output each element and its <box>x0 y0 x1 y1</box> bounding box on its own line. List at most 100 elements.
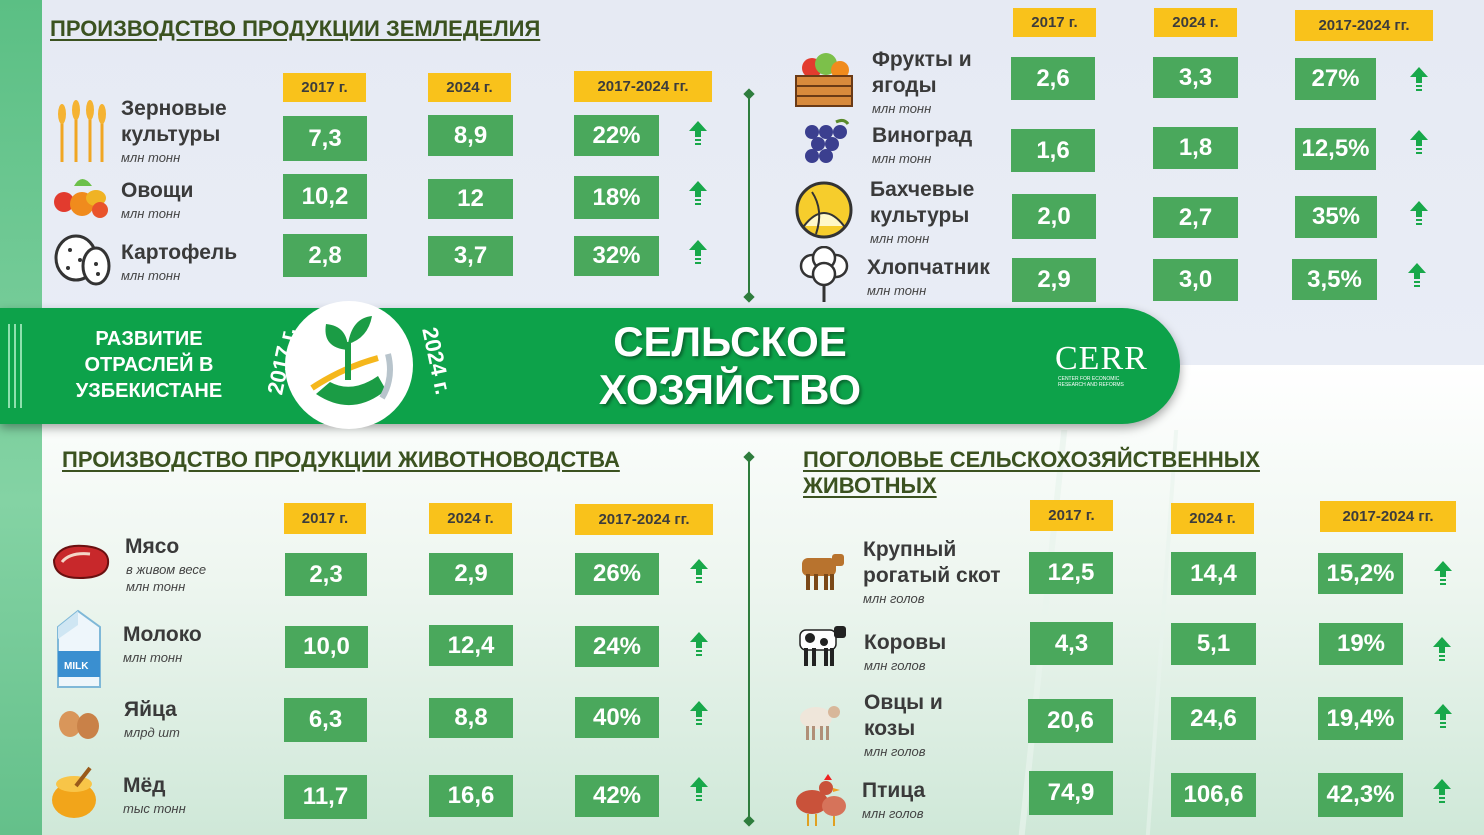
value-change: 12,5% <box>1295 128 1376 170</box>
value-2024: 3,3 <box>1153 57 1238 98</box>
vegetables-icon <box>54 179 108 218</box>
header-2017: 2017 г. <box>283 73 366 102</box>
livestock-heads-title: ПОГОЛОВЬЕ СЕЛЬСКОХОЗЯЙСТВЕННЫХ ЖИВОТНЫХ <box>803 447 1260 498</box>
sprout-hand-icon <box>285 301 413 429</box>
value-2017: 6,3 <box>284 698 367 742</box>
value-2017: 74,9 <box>1029 771 1113 815</box>
value-change: 26% <box>575 553 659 595</box>
value-2017: 2,9 <box>1012 258 1096 302</box>
value-2024: 3,0 <box>1153 259 1238 301</box>
wheat-icon <box>58 100 106 162</box>
up-arrow-icon <box>690 559 708 583</box>
eggs-icon <box>59 711 99 739</box>
value-2024: 14,4 <box>1171 552 1256 595</box>
value-2024: 5,1 <box>1171 623 1256 665</box>
value-2017: 2,3 <box>285 553 367 596</box>
crop-unit-vegetables: млн тонн <box>121 206 181 221</box>
animal-unit-poultry: млн голов <box>862 806 924 821</box>
livestock-products-title: ПРОИЗВОДСТВО ПРОДУКЦИИ ЖИВОТНОВОДСТВА <box>62 447 620 472</box>
milk-carton-icon: MILK <box>57 609 101 688</box>
value-2017: 1,6 <box>1011 129 1095 172</box>
fruit-crate-icon <box>795 53 853 107</box>
header-2024: 2024 г. <box>1171 503 1254 534</box>
crop-name-grain: Зерновые культуры <box>121 97 227 146</box>
chicken-icon <box>796 774 846 826</box>
header-2024: 2024 г. <box>428 73 511 102</box>
crop-unit-melon: млн тонн <box>870 231 930 246</box>
crop-name-cotton: Хлопчатник <box>867 256 990 279</box>
up-arrow-icon <box>1434 561 1452 585</box>
divider-line <box>748 94 750 297</box>
banner-stripes <box>8 324 28 408</box>
value-2024: 8,9 <box>428 115 513 156</box>
value-change: 15,2% <box>1318 553 1403 594</box>
up-arrow-icon <box>1410 67 1428 91</box>
value-2017: 4,3 <box>1030 622 1113 665</box>
value-2017: 2,6 <box>1011 57 1095 100</box>
value-2024: 16,6 <box>429 775 513 817</box>
bottom-background <box>0 365 1484 835</box>
value-2024: 2,9 <box>429 553 513 595</box>
crop-name-potato: Картофель <box>121 241 238 264</box>
value-change: 35% <box>1295 196 1377 238</box>
value-2017: 2,8 <box>283 234 367 277</box>
value-change: 42% <box>575 775 659 817</box>
value-change: 3,5% <box>1292 259 1377 300</box>
product-name-milk: Молоко <box>123 623 202 646</box>
crop-unit-grain: млн тонн <box>121 150 181 165</box>
up-arrow-icon <box>689 121 707 145</box>
animal-name-cattle: Крупный рогатый скот <box>863 538 1001 587</box>
up-arrow-icon <box>1433 779 1451 803</box>
cow-icon <box>799 626 846 666</box>
cerr-logo: CERR <box>1055 340 1148 377</box>
crop-name-grapes: Виноград <box>872 124 973 147</box>
banner-title: СЕЛЬСКОЕ ХОЗЯЙСТВО <box>598 318 862 413</box>
header-change: 2017-2024 гг. <box>575 504 713 535</box>
header-2024: 2024 г. <box>1154 8 1237 37</box>
up-arrow-icon <box>1433 637 1451 661</box>
up-arrow-icon <box>690 632 708 656</box>
value-change: 40% <box>575 697 659 738</box>
crop-name-fruit: Фрукты и ягоды <box>872 48 972 97</box>
animal-unit-cows: млн голов <box>864 658 926 673</box>
value-2017: 11,7 <box>284 775 367 819</box>
animal-unit-cattle: млн голов <box>863 591 925 606</box>
value-change: 22% <box>574 115 659 156</box>
product-name-meat: Мясо <box>125 535 180 558</box>
cotton-icon <box>799 246 849 302</box>
value-2024: 12 <box>428 179 513 219</box>
value-2024: 1,8 <box>1153 127 1238 169</box>
value-change: 24% <box>575 626 659 667</box>
honey-icon <box>52 766 96 818</box>
value-change: 18% <box>574 176 659 219</box>
banner <box>0 308 1180 424</box>
divider-line <box>748 457 750 821</box>
value-change: 19,4% <box>1318 697 1403 740</box>
crop-name-melon: Бахчевые культуры <box>870 178 975 227</box>
animal-unit-sheep: млн голов <box>864 744 926 759</box>
value-2024: 12,4 <box>429 625 513 666</box>
value-2024: 8,8 <box>429 698 513 738</box>
value-2017: 7,3 <box>283 116 367 161</box>
cattle-icon <box>802 554 844 590</box>
melon-icon <box>795 181 853 239</box>
header-2017: 2017 г. <box>1013 8 1096 37</box>
value-2017: 2,0 <box>1012 194 1096 239</box>
crop-unit-grapes: млн тонн <box>872 151 932 166</box>
value-2024: 2,7 <box>1153 197 1238 238</box>
header-2017: 2017 г. <box>1030 500 1113 531</box>
value-2017: 10,0 <box>285 626 368 668</box>
crops-title: ПРОИЗВОДСТВО ПРОДУКЦИИ ЗЕМЛЕДЕЛИЯ <box>50 16 541 41</box>
grapes-icon <box>805 118 850 163</box>
value-change: 19% <box>1319 623 1403 665</box>
up-arrow-icon <box>689 240 707 264</box>
value-change: 42,3% <box>1318 773 1403 817</box>
crop-unit-potato: млн тонн <box>121 268 181 283</box>
up-arrow-icon <box>1410 201 1428 225</box>
product-name-honey: Мёд <box>123 774 166 797</box>
header-change: 2017-2024 гг. <box>1320 501 1456 532</box>
header-change: 2017-2024 гг. <box>574 71 712 102</box>
animal-name-poultry: Птица <box>862 779 926 802</box>
product-name-eggs: Яйца <box>124 698 177 721</box>
product-unit-milk: млн тонн <box>123 650 183 665</box>
